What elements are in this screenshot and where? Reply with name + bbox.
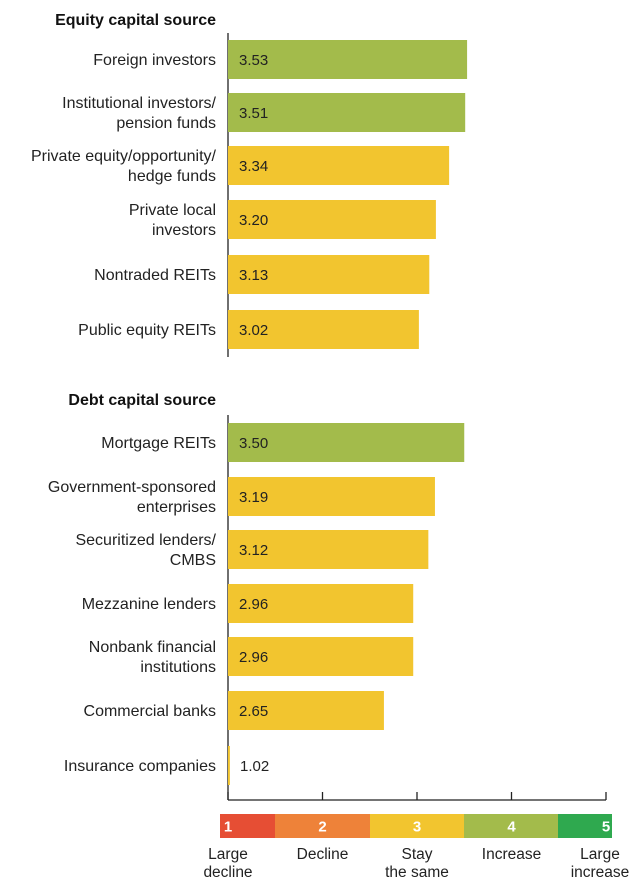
bar: [228, 310, 419, 349]
scale-label: Stay: [401, 846, 432, 863]
value-label: 3.20: [239, 212, 268, 229]
category-label: Foreign investors: [93, 52, 216, 69]
section-title: Equity capital source: [55, 12, 216, 29]
bar: [228, 255, 430, 294]
bar: [228, 423, 465, 462]
scale-label: decline: [203, 864, 252, 881]
category-label: Public equity REITs: [78, 322, 216, 339]
scale-number: 2: [318, 819, 326, 836]
bar: [228, 200, 436, 239]
category-label: Mezzanine lenders: [82, 596, 216, 613]
scale-label: the same: [385, 864, 449, 881]
category-label: enterprises: [137, 499, 216, 516]
x-axis: [227, 792, 607, 801]
scale-number: 3: [413, 819, 421, 836]
category-label: pension funds: [116, 115, 216, 132]
scale-number: 5: [602, 819, 610, 836]
value-label: 3.53: [239, 52, 268, 69]
scale-segment: [558, 814, 612, 838]
bar: [228, 40, 468, 79]
scale-segment: [464, 814, 558, 838]
value-label: 3.12: [239, 542, 268, 559]
category-label: investors: [152, 222, 216, 239]
category-label: CMBS: [170, 552, 216, 569]
bar: [228, 477, 435, 516]
value-label: 3.19: [239, 489, 268, 506]
scale-segment: [220, 814, 275, 838]
bar: [228, 637, 414, 676]
debt-capital-section: Debt capital source Mortgage REITs 3.50 Gov…: [48, 392, 465, 800]
scale-number: 4: [507, 819, 516, 836]
scale-label: Increase: [482, 846, 541, 863]
value-label: 2.96: [239, 596, 268, 613]
category-label: Government-sponsored: [48, 479, 216, 496]
category-label: Private local: [129, 202, 216, 219]
value-label: 3.51: [239, 105, 268, 122]
bar: [228, 93, 466, 132]
scale-label: Large: [580, 846, 620, 863]
value-label: 3.50: [239, 435, 268, 452]
bar: [228, 691, 384, 730]
scale-segment: [370, 814, 464, 838]
category-label: Securitized lenders/: [75, 532, 216, 549]
scale-label: Large: [208, 846, 248, 863]
category-label: Institutional investors/: [62, 95, 216, 112]
category-label: institutions: [140, 659, 216, 676]
value-label: 3.13: [239, 267, 268, 284]
category-label: Mortgage REITs: [101, 435, 216, 452]
section-title: Debt capital source: [68, 392, 216, 409]
category-label: Nontraded REITs: [94, 267, 216, 284]
value-label: 3.34: [239, 158, 268, 175]
category-label: Insurance companies: [64, 758, 216, 775]
category-label: hedge funds: [128, 168, 216, 185]
category-label: Nonbank financial: [89, 639, 216, 656]
scale-label: Decline: [297, 846, 349, 863]
bar: [228, 146, 450, 185]
scale-segment: [275, 814, 370, 838]
value-label: 2.96: [239, 649, 268, 666]
bar: [228, 530, 429, 569]
scale-number: 1: [224, 819, 232, 836]
category-label: Private equity/opportunity/: [31, 148, 217, 165]
equity-capital-section: Equity capital source Foreign investors 3.…: [31, 12, 468, 357]
value-label: 2.65: [239, 703, 268, 720]
scale-label: increase: [571, 864, 630, 881]
value-label: 3.02: [239, 322, 268, 339]
category-label: Commercial banks: [84, 703, 216, 720]
bar: [228, 746, 230, 785]
value-label: 1.02: [240, 758, 269, 775]
bar: [228, 584, 414, 623]
